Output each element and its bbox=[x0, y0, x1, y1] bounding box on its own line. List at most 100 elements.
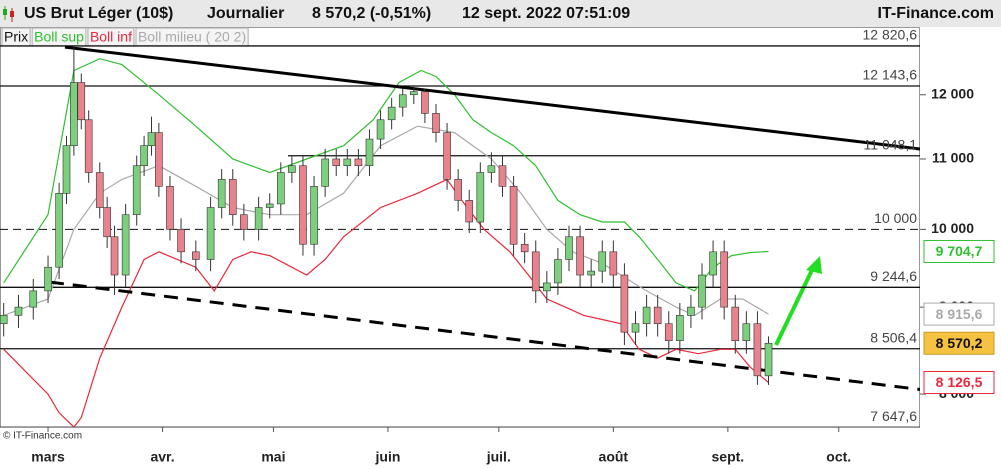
candle-body bbox=[576, 236, 584, 276]
legend: Prix Boll sup Boll inf Boll milieu ( 20 2) bbox=[1, 27, 249, 47]
candle-body bbox=[0, 315, 8, 325]
candle-body bbox=[110, 236, 119, 276]
candle-body bbox=[310, 186, 318, 245]
candle-body bbox=[443, 132, 451, 180]
candle-body bbox=[742, 323, 751, 341]
candle-body bbox=[609, 251, 618, 276]
legend-label: Boll milieu ( 20 2) bbox=[138, 29, 246, 45]
period: Journalier bbox=[207, 5, 284, 22]
level-label: 10 000 bbox=[874, 210, 917, 226]
band-line bbox=[3, 58, 769, 292]
candle-body bbox=[62, 145, 71, 194]
datetime: 12 sept. 2022 07:51:09 bbox=[462, 5, 630, 22]
candle-body bbox=[55, 193, 63, 268]
candle-body bbox=[95, 172, 104, 208]
title: US Brut Léger (10$) bbox=[24, 5, 173, 22]
candle-body bbox=[676, 315, 684, 341]
candle-body bbox=[321, 158, 329, 187]
candle-body bbox=[206, 207, 215, 260]
last-value-box bbox=[923, 331, 995, 355]
price: 8 570,2 (-0,51%) bbox=[312, 5, 431, 22]
candle-body bbox=[166, 186, 174, 230]
candle-body bbox=[687, 306, 695, 316]
x-tick-label: mars bbox=[31, 449, 65, 465]
candle-body bbox=[720, 251, 728, 308]
level-label: 12 820,6 bbox=[863, 27, 918, 43]
candle-body bbox=[14, 306, 23, 316]
candle-body bbox=[288, 165, 296, 173]
level-label: 8 506,4 bbox=[870, 329, 917, 345]
candle-body bbox=[132, 165, 141, 216]
candle-body bbox=[398, 94, 407, 108]
level-label: 11 048,1 bbox=[864, 136, 918, 152]
candle-body bbox=[354, 158, 363, 167]
x-tick-label: juil. bbox=[486, 449, 511, 465]
candle-body bbox=[543, 282, 551, 292]
trend-line bbox=[64, 45, 920, 151]
candle-body bbox=[254, 207, 263, 230]
site: IT-Finance.com bbox=[878, 5, 994, 22]
candle-body bbox=[487, 165, 496, 173]
plot bbox=[0, 45, 920, 427]
last-value-box bbox=[923, 302, 995, 326]
y-tick-label: 12 000 bbox=[931, 85, 974, 101]
trend-line bbox=[49, 280, 920, 391]
level-label: 7 647,6 bbox=[870, 408, 917, 424]
candle-body bbox=[217, 179, 226, 208]
candle-body bbox=[498, 165, 507, 187]
level-label: 9 244,6 bbox=[870, 268, 917, 284]
candle-body bbox=[554, 259, 562, 284]
candle-body bbox=[587, 270, 595, 276]
plot-frame bbox=[0, 27, 920, 428]
candle-body bbox=[421, 91, 429, 114]
candle-body bbox=[84, 119, 93, 173]
legend-label: Prix bbox=[4, 29, 28, 45]
candle-body bbox=[598, 251, 607, 272]
copyright: © IT-Finance.com bbox=[3, 431, 82, 442]
candle-body bbox=[565, 236, 573, 260]
arrow-annotation bbox=[774, 256, 822, 346]
header-icon bbox=[3, 6, 14, 22]
candle-body bbox=[731, 306, 740, 341]
candle-body bbox=[509, 186, 518, 245]
header-bar bbox=[0, 0, 1001, 27]
last-value-box bbox=[923, 370, 995, 394]
legend-label: Boll inf bbox=[90, 29, 132, 45]
last-value-label: 8 915,6 bbox=[936, 306, 983, 322]
candle-body bbox=[299, 165, 307, 245]
x-tick-label: avr. bbox=[150, 449, 174, 465]
candle-body bbox=[265, 203, 274, 208]
x-tick-label: mai bbox=[261, 449, 285, 465]
candle-body bbox=[228, 179, 237, 216]
candle-body bbox=[432, 113, 440, 133]
candle-body bbox=[240, 214, 248, 230]
last-value-label: 8 126,5 bbox=[936, 374, 983, 390]
candle-body bbox=[343, 158, 352, 167]
candle-body bbox=[29, 290, 38, 308]
last-value-label: 8 570,2 bbox=[936, 335, 983, 351]
candle-body bbox=[192, 251, 200, 260]
candle-body bbox=[642, 306, 651, 325]
candle-body bbox=[70, 82, 78, 146]
candle-body bbox=[277, 172, 285, 205]
candle-body bbox=[387, 106, 396, 121]
candle-body bbox=[155, 132, 163, 187]
x-tick-label: août bbox=[599, 449, 629, 465]
legend-label: Boll sup bbox=[34, 29, 84, 45]
candle-body bbox=[147, 132, 156, 146]
y-tick-label: 10 000 bbox=[931, 220, 974, 236]
candle-body bbox=[77, 82, 86, 121]
band-line bbox=[3, 178, 769, 427]
candle-body bbox=[465, 200, 474, 223]
candle-body bbox=[177, 229, 185, 253]
candle-body bbox=[520, 243, 529, 253]
candle-body bbox=[103, 207, 111, 238]
candle-body bbox=[376, 119, 385, 140]
candle-body bbox=[140, 145, 148, 167]
plot-area bbox=[0, 45, 920, 427]
candle-body bbox=[653, 306, 662, 325]
candle-body bbox=[631, 323, 640, 333]
candle-body bbox=[664, 323, 673, 341]
last-value-box bbox=[923, 239, 995, 263]
